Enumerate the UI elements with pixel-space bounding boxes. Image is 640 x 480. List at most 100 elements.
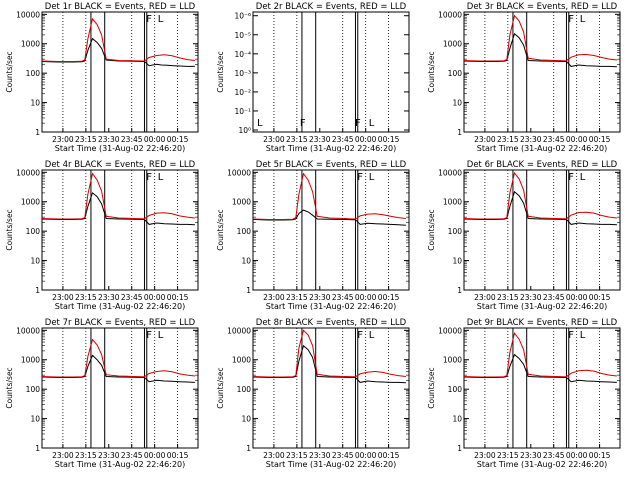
plot-frame xyxy=(463,327,621,449)
events-series-line xyxy=(463,353,617,383)
y-tick-label: 10 xyxy=(452,99,462,108)
flag-label: L xyxy=(369,172,375,183)
x-tick-label: 00:00 xyxy=(355,135,377,144)
y-tick-label: 100 xyxy=(26,385,41,394)
flag-label: F xyxy=(357,330,363,341)
flag-label: F xyxy=(300,118,306,129)
x-tick-label: 23:15 xyxy=(75,451,97,460)
y-tick-label: 100 xyxy=(237,385,252,394)
y-tick-label: 1000 xyxy=(443,356,462,365)
x-tick-label: 23:45 xyxy=(543,135,565,144)
y-axis-label: Counts/sec xyxy=(5,367,14,408)
y-tick-label: 1 xyxy=(35,444,40,453)
x-tick-label: 00:00 xyxy=(566,293,588,302)
flag-label: L xyxy=(580,172,586,183)
y-tick-label: 1000 xyxy=(443,40,462,49)
panel-title: Det 2r BLACK = Events, RED = LLD xyxy=(256,2,407,12)
y-tick-label: 10 xyxy=(241,415,251,424)
lld-series-line xyxy=(41,17,195,62)
y-tick-label: 1000 xyxy=(232,198,251,207)
y-tick-label: 10⁰ xyxy=(238,126,251,135)
x-tick-label: 23:00 xyxy=(474,293,496,302)
y-tick-label: 100 xyxy=(26,69,41,78)
x-tick-label: 23:45 xyxy=(543,293,565,302)
flag-label: L xyxy=(580,14,586,25)
y-tick-label: 10 xyxy=(452,415,462,424)
y-tick-label: 10000 xyxy=(438,326,462,335)
x-axis-label: Start Time (31-Aug-02 22:46:20) xyxy=(55,144,186,153)
x-tick-label: 23:30 xyxy=(309,293,331,302)
events-series-line xyxy=(463,190,617,226)
y-tick-label: 1 xyxy=(35,128,40,137)
x-tick-label: 23:30 xyxy=(520,135,542,144)
x-tick-label: 23:00 xyxy=(263,451,285,460)
lld-series-line xyxy=(252,172,406,220)
flag-label: L xyxy=(158,330,164,341)
y-tick-label: 1000 xyxy=(21,40,40,49)
panel-title: Det 3r BLACK = Events, RED = LLD xyxy=(467,2,618,12)
y-tick-label: 1 xyxy=(246,444,251,453)
x-tick-label: 23:00 xyxy=(474,135,496,144)
x-tick-label: 23:30 xyxy=(98,451,120,460)
x-tick-label: 23:45 xyxy=(121,135,143,144)
y-tick-label: 10⁻¹ xyxy=(234,107,251,116)
x-tick-label: 00:00 xyxy=(144,135,166,144)
x-axis-label: Start Time (31-Aug-02 22:46:20) xyxy=(266,144,397,153)
x-tick-label: 23:45 xyxy=(121,293,143,302)
x-axis-label: Start Time (31-Aug-02 22:46:20) xyxy=(266,302,397,311)
y-tick-label: 10 xyxy=(30,99,40,108)
y-axis-label: Counts/sec xyxy=(216,51,225,92)
x-tick-label: 23:30 xyxy=(309,135,331,144)
flag-label: L xyxy=(369,330,375,341)
x-axis-label: Start Time (31-Aug-02 22:46:20) xyxy=(477,144,608,153)
panel-title: Det 6r BLACK = Events, RED = LLD xyxy=(467,160,618,170)
flag-label: F xyxy=(146,172,152,183)
x-tick-label: 23:30 xyxy=(520,293,542,302)
x-axis-label: Start Time (31-Aug-02 22:46:20) xyxy=(55,460,186,469)
y-tick-label: 10 xyxy=(30,415,40,424)
plot-frame xyxy=(41,169,199,291)
x-tick-label: 23:00 xyxy=(52,135,74,144)
y-tick-label: 1 xyxy=(35,286,40,295)
plot-frame xyxy=(463,11,621,133)
x-tick-label: 23:30 xyxy=(309,451,331,460)
x-tick-label: 00:00 xyxy=(144,293,166,302)
y-tick-label: 10⁻⁴ xyxy=(234,50,251,59)
flag-label: F xyxy=(355,118,361,129)
panel-title: Det 9r BLACK = Events, RED = LLD xyxy=(467,318,618,328)
x-tick-label: 23:00 xyxy=(263,135,285,144)
x-tick-label: 00:15 xyxy=(589,135,611,144)
lld-series-line xyxy=(463,332,617,378)
plot-frame xyxy=(41,11,199,133)
y-tick-label: 1 xyxy=(457,128,462,137)
y-tick-label: 100 xyxy=(448,385,463,394)
x-tick-label: 00:00 xyxy=(566,451,588,460)
x-tick-label: 23:15 xyxy=(286,293,308,302)
x-tick-label: 23:15 xyxy=(497,451,519,460)
y-tick-label: 10⁻⁶ xyxy=(234,12,251,21)
y-tick-label: 1000 xyxy=(21,198,40,207)
lld-series-line xyxy=(41,338,195,378)
x-tick-label: 23:00 xyxy=(52,293,74,302)
events-series-line xyxy=(252,209,406,226)
y-axis-label: Counts/sec xyxy=(216,209,225,250)
plot-frame xyxy=(463,169,621,291)
plot-frame xyxy=(252,169,410,291)
x-tick-label: 00:00 xyxy=(355,293,377,302)
flag-label: L xyxy=(158,172,164,183)
x-axis-label: Start Time (31-Aug-02 22:46:20) xyxy=(55,302,186,311)
x-tick-label: 23:00 xyxy=(52,451,74,460)
x-tick-label: 23:15 xyxy=(286,451,308,460)
y-tick-label: 10⁻² xyxy=(234,88,251,97)
y-tick-label: 1000 xyxy=(232,356,251,365)
x-tick-label: 23:15 xyxy=(75,293,97,302)
x-axis-label: Start Time (31-Aug-02 22:46:20) xyxy=(477,302,608,311)
y-tick-label: 10000 xyxy=(438,168,462,177)
y-tick-label: 100 xyxy=(237,227,252,236)
x-tick-label: 23:15 xyxy=(497,293,519,302)
panel-title: Det 5r BLACK = Events, RED = LLD xyxy=(256,160,407,170)
flag-label: F xyxy=(568,172,574,183)
